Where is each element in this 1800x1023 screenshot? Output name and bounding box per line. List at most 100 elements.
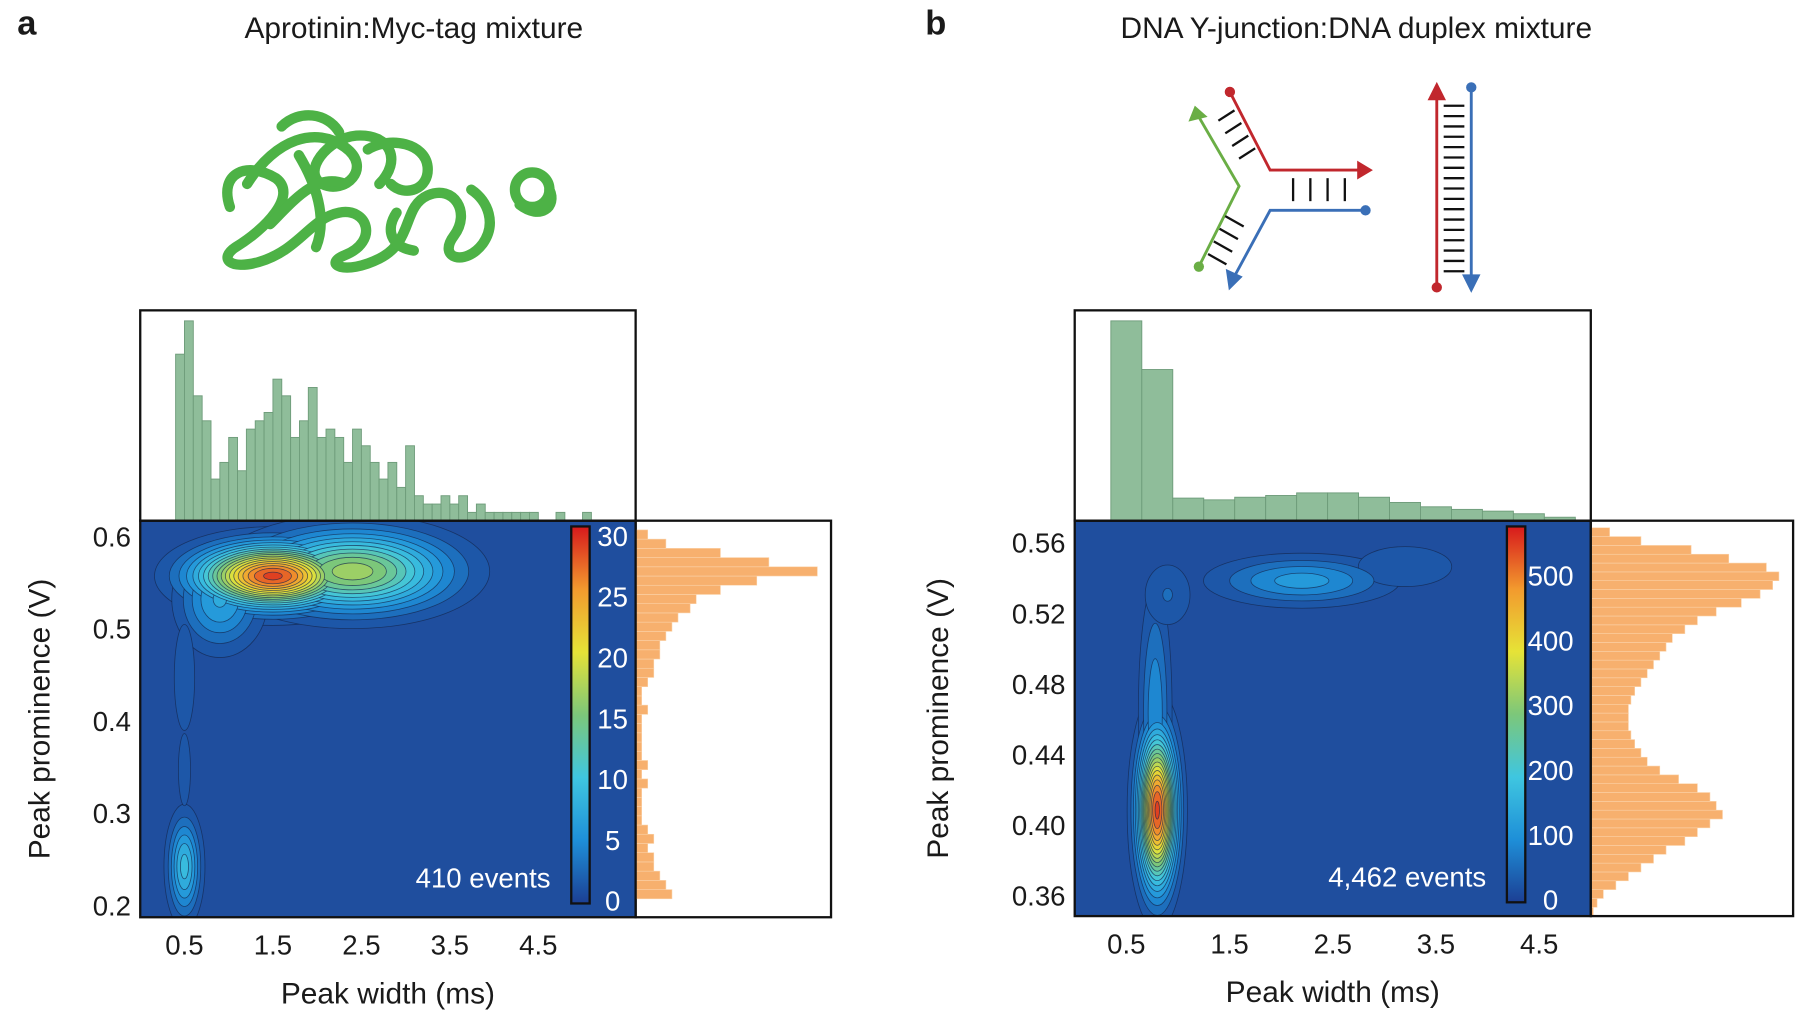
histogram-bar bbox=[635, 548, 721, 558]
histogram-bar bbox=[458, 495, 469, 522]
histogram-bar bbox=[635, 870, 661, 881]
colorbar-tick-label: 20 bbox=[597, 643, 628, 674]
histogram-bar bbox=[1590, 765, 1661, 776]
histogram-bar bbox=[635, 640, 661, 651]
histogram-bar bbox=[1590, 845, 1667, 855]
histogram-bar bbox=[245, 428, 256, 522]
colorbar-tick-label: 0 bbox=[605, 886, 620, 917]
histogram-bar bbox=[1590, 527, 1610, 537]
histogram-bar bbox=[431, 503, 442, 522]
histogram-bar bbox=[1590, 801, 1717, 811]
histogram-bar bbox=[1590, 721, 1629, 732]
colorbar-tick-label: 10 bbox=[597, 764, 628, 795]
histogram-bar bbox=[529, 511, 539, 522]
y-tick-label: 0.40 bbox=[1012, 810, 1066, 841]
histogram-bar bbox=[1590, 854, 1654, 864]
histogram-bar bbox=[635, 677, 649, 687]
histogram-bar bbox=[352, 428, 362, 522]
colorbar bbox=[570, 525, 591, 905]
histogram-bar bbox=[237, 470, 247, 522]
histogram-bar bbox=[414, 495, 424, 522]
histogram-bar bbox=[1590, 703, 1629, 714]
histogram-bar bbox=[635, 631, 667, 641]
histogram-bar bbox=[635, 880, 667, 890]
histogram-bar bbox=[325, 428, 336, 522]
colorbar-tick-label: 25 bbox=[597, 582, 628, 613]
panel-label: a bbox=[17, 4, 37, 42]
y-axis-label: Peak prominence (V) bbox=[23, 579, 56, 860]
histogram-bar bbox=[219, 461, 230, 522]
histogram-bar bbox=[635, 889, 673, 900]
protein-illustration bbox=[222, 110, 557, 273]
histogram-bar bbox=[1590, 633, 1673, 643]
histogram-bar bbox=[1590, 862, 1642, 873]
x-axis-label: Peak width (ms) bbox=[281, 977, 495, 1010]
x-tick-label: 3.5 bbox=[1417, 928, 1455, 959]
histogram-bar bbox=[635, 658, 655, 669]
histogram-bar bbox=[1590, 668, 1648, 679]
histogram-bar bbox=[1265, 495, 1298, 522]
y-tick-label: 0.6 bbox=[93, 521, 131, 552]
histogram-bar bbox=[1590, 748, 1642, 758]
y-tick-label: 0.4 bbox=[93, 706, 131, 737]
colorbar-tick-label: 15 bbox=[597, 703, 628, 734]
histogram-bar bbox=[1590, 571, 1780, 581]
contour-level bbox=[1162, 587, 1173, 602]
colorbar-tick-label: 30 bbox=[597, 521, 628, 552]
histogram-bar bbox=[1590, 871, 1629, 882]
histogram-bar bbox=[1327, 492, 1360, 522]
histogram-bar bbox=[635, 594, 697, 604]
histogram-frame bbox=[1073, 309, 1592, 522]
x-tick-label: 0.5 bbox=[1107, 928, 1145, 959]
histogram-bar bbox=[299, 420, 309, 522]
histogram-bar bbox=[635, 833, 655, 844]
histogram-bar bbox=[520, 511, 530, 522]
contour-level bbox=[1154, 800, 1160, 820]
histogram-bar bbox=[1590, 783, 1698, 793]
histogram-bar bbox=[1590, 553, 1730, 564]
histogram-bar bbox=[1590, 642, 1667, 652]
x-tick-label: 1.5 bbox=[254, 929, 292, 960]
histogram-bar bbox=[1590, 756, 1648, 767]
histogram-bar bbox=[582, 511, 592, 522]
x-tick-label: 2.5 bbox=[342, 929, 380, 960]
y-tick-label: 0.3 bbox=[93, 798, 131, 829]
x-tick-label: 0.5 bbox=[165, 929, 203, 960]
colorbar-tick-label: 100 bbox=[1528, 820, 1574, 851]
histogram-bar bbox=[1590, 695, 1632, 705]
histogram-bar bbox=[467, 511, 477, 522]
histogram-bar bbox=[1590, 606, 1717, 617]
histogram-bar bbox=[1389, 501, 1421, 522]
histogram-bar bbox=[175, 353, 185, 522]
histogram-bar bbox=[1590, 827, 1698, 837]
histogram-frame bbox=[1589, 519, 1795, 918]
contour-level bbox=[1274, 572, 1330, 589]
histogram-bar bbox=[1296, 492, 1329, 522]
histogram-bar bbox=[475, 503, 486, 522]
histogram-bar bbox=[511, 511, 522, 522]
histogram-bar bbox=[1203, 499, 1236, 522]
annotation: 410 events bbox=[416, 863, 551, 894]
histogram-bar bbox=[484, 511, 495, 522]
chart-title: DNA Y-junction:DNA duplex mixture bbox=[1121, 12, 1593, 45]
x-tick-label: 2.5 bbox=[1314, 928, 1352, 959]
histogram-bar bbox=[210, 478, 221, 522]
histogram-bar bbox=[307, 387, 318, 522]
dna-illustration bbox=[1188, 81, 1481, 293]
x-tick-label: 4.5 bbox=[1520, 928, 1558, 959]
chart-title: Aprotinin:Myc-tag mixture bbox=[244, 12, 583, 45]
histogram-frame bbox=[139, 309, 637, 522]
histogram-bar bbox=[290, 436, 300, 522]
y-tick-label: 0.44 bbox=[1012, 740, 1066, 771]
histogram-bar bbox=[1590, 580, 1773, 590]
colorbar-tick-label: 500 bbox=[1528, 561, 1574, 592]
histogram-bar bbox=[635, 529, 649, 540]
contour-level bbox=[263, 571, 283, 581]
histogram-bar bbox=[1590, 651, 1661, 661]
histogram-bar bbox=[1590, 818, 1711, 829]
histogram-bar bbox=[635, 557, 770, 568]
colorbar-tick-label: 400 bbox=[1528, 625, 1574, 656]
histogram-bar bbox=[1110, 320, 1143, 522]
histogram-bar bbox=[1590, 809, 1723, 820]
